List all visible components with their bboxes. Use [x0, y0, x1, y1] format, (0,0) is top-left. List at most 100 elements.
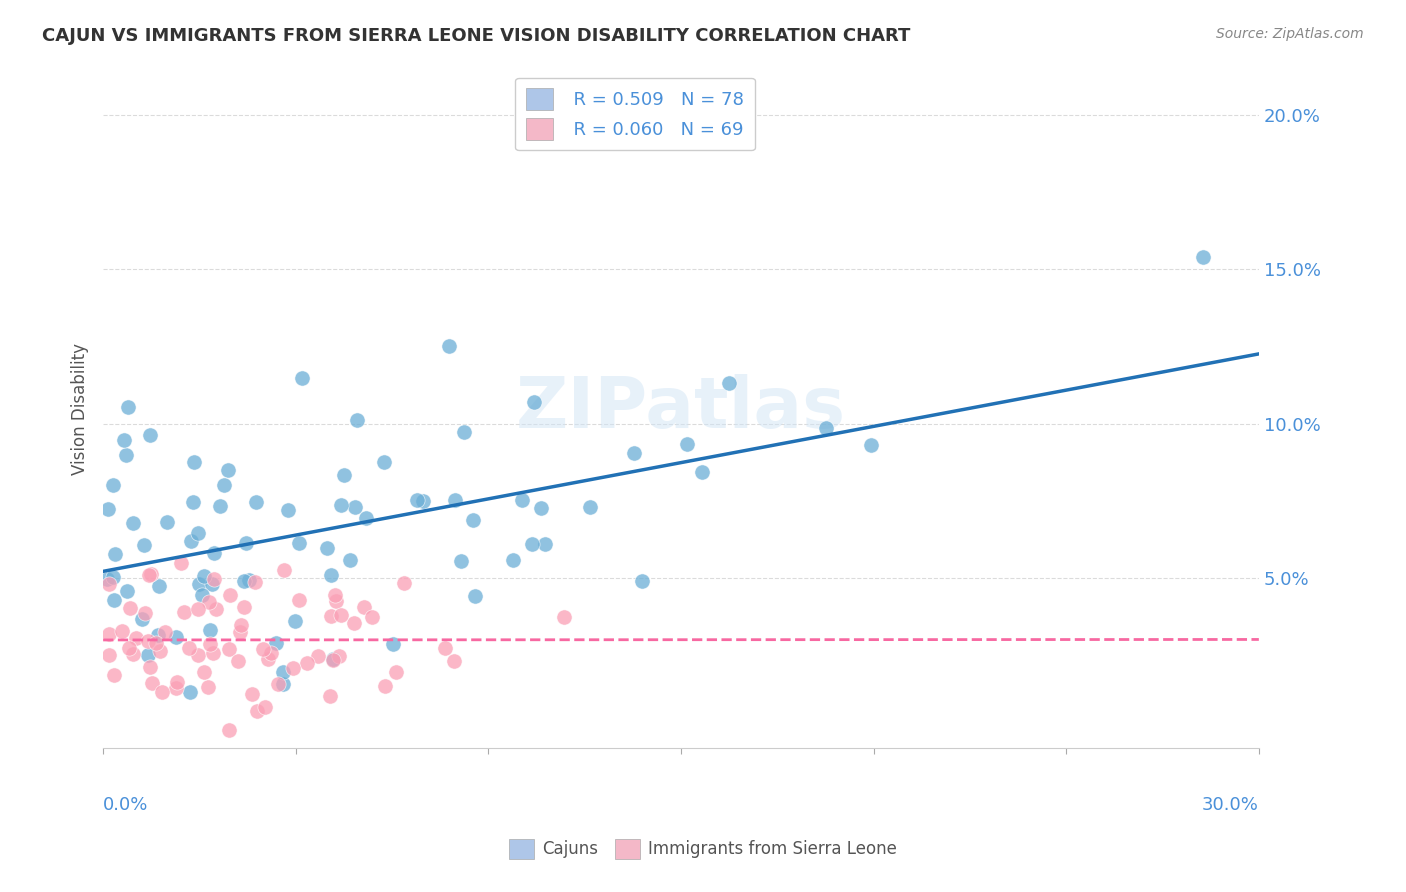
Point	[273, 563, 295, 577]
Point	[245, 495, 267, 509]
Point	[520, 537, 543, 551]
Y-axis label: Vision Disability: Vision Disability	[72, 343, 89, 475]
Point	[115, 449, 138, 463]
Point	[322, 652, 344, 666]
Point	[502, 552, 524, 566]
Point	[180, 534, 202, 549]
Point	[291, 371, 314, 385]
Point	[138, 568, 160, 582]
Point	[169, 557, 191, 571]
Point	[238, 573, 260, 587]
Point	[115, 584, 138, 599]
Point	[859, 438, 882, 452]
Point	[190, 588, 212, 602]
Point	[315, 541, 337, 556]
Point	[209, 500, 232, 514]
Point	[277, 502, 299, 516]
Point	[288, 536, 311, 550]
Point	[136, 648, 159, 662]
Point	[322, 653, 344, 667]
Point	[181, 495, 204, 509]
Point	[534, 537, 557, 551]
Point	[148, 628, 170, 642]
Point	[243, 575, 266, 590]
Point	[149, 644, 172, 658]
Point	[104, 547, 127, 561]
Point	[307, 649, 329, 664]
Point	[323, 588, 346, 602]
Point	[187, 648, 209, 663]
Point	[204, 602, 226, 616]
Point	[145, 636, 167, 650]
Point	[267, 676, 290, 690]
Point	[434, 641, 457, 656]
Point	[200, 637, 222, 651]
Point	[343, 615, 366, 630]
Point	[214, 478, 236, 492]
Point	[219, 588, 242, 602]
Point	[412, 493, 434, 508]
Point	[112, 433, 135, 447]
Point	[246, 705, 269, 719]
Point	[122, 516, 145, 530]
Point	[97, 502, 120, 516]
Point	[717, 376, 740, 391]
Point	[319, 690, 342, 704]
Point	[117, 401, 139, 415]
Point	[103, 570, 125, 584]
Point	[392, 576, 415, 591]
Point	[232, 599, 254, 614]
Text: Source: ZipAtlas.com: Source: ZipAtlas.com	[1216, 27, 1364, 41]
Point	[453, 425, 475, 439]
Point	[226, 654, 249, 668]
Point	[353, 599, 375, 614]
Point	[202, 546, 225, 560]
Point	[134, 606, 156, 620]
Point	[103, 668, 125, 682]
Point	[173, 605, 195, 619]
Point	[512, 492, 534, 507]
Point	[150, 685, 173, 699]
Point	[97, 627, 120, 641]
Point	[346, 413, 368, 427]
Point	[156, 516, 179, 530]
Point	[229, 625, 252, 640]
Point	[1192, 250, 1215, 264]
Point	[579, 500, 602, 514]
Point	[329, 498, 352, 512]
Point	[177, 640, 200, 655]
Point	[464, 589, 486, 603]
Point	[197, 680, 219, 694]
Point	[97, 576, 120, 591]
Point	[281, 660, 304, 674]
Point	[461, 513, 484, 527]
Text: CAJUN VS IMMIGRANTS FROM SIERRA LEONE VISION DISABILITY CORRELATION CHART: CAJUN VS IMMIGRANTS FROM SIERRA LEONE VI…	[42, 27, 911, 45]
Point	[676, 437, 699, 451]
Point	[201, 577, 224, 591]
Point	[218, 723, 240, 737]
Point	[328, 648, 350, 663]
Point	[183, 455, 205, 469]
Point	[523, 395, 546, 409]
Point	[343, 500, 366, 515]
Point	[260, 646, 283, 660]
Point	[257, 652, 280, 666]
Point	[141, 675, 163, 690]
Point	[530, 501, 553, 516]
Point	[297, 657, 319, 671]
Point	[118, 641, 141, 656]
Point	[193, 569, 215, 583]
Point	[179, 685, 201, 699]
Point	[373, 454, 395, 468]
Point	[329, 608, 352, 623]
Point	[166, 681, 188, 695]
Point	[264, 636, 287, 650]
Point	[198, 624, 221, 638]
Point	[406, 493, 429, 508]
Point	[815, 420, 838, 434]
Point	[444, 492, 467, 507]
Point	[103, 592, 125, 607]
Point	[623, 446, 645, 460]
Point	[242, 687, 264, 701]
Point	[553, 610, 575, 624]
